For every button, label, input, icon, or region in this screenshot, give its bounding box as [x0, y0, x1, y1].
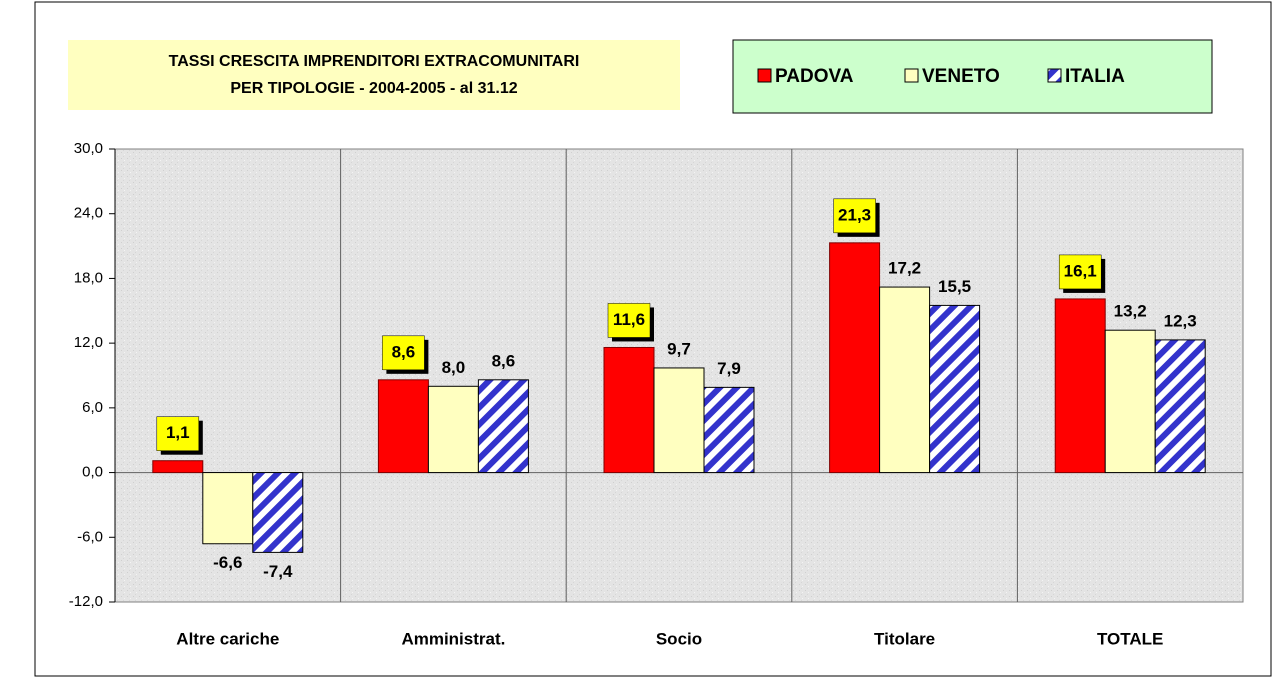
value-label: 7,9	[717, 359, 741, 378]
legend-swatch	[904, 68, 919, 83]
value-label-box	[156, 416, 200, 451]
bar	[879, 286, 931, 474]
x-tick-label: Altre cariche	[176, 629, 279, 648]
legend-box	[732, 39, 1213, 114]
legend-swatch	[757, 68, 772, 83]
bar	[1154, 339, 1206, 474]
bar	[202, 472, 254, 545]
value-label-box	[607, 303, 651, 338]
chart-title: PER TIPOLOGIE - 2004-2005 - al 31.12	[230, 80, 517, 97]
y-tick-label: -12,0	[69, 593, 103, 610]
value-label: 21,3	[838, 205, 871, 224]
value-label-box	[833, 198, 876, 234]
y-tick-label: -6,0	[77, 528, 103, 545]
bar	[477, 379, 529, 474]
value-label: -6,6	[213, 553, 242, 572]
y-tick-label: 24,0	[74, 205, 103, 222]
bar	[929, 304, 981, 474]
legend-label: PADOVA	[775, 66, 854, 87]
x-tick-label: TOTALE	[1097, 629, 1163, 648]
bar	[427, 385, 479, 474]
value-label: 11,6	[613, 310, 645, 329]
bar	[377, 379, 429, 474]
bar	[1054, 298, 1106, 474]
bar	[703, 386, 755, 474]
value-label: 13,2	[1114, 302, 1147, 321]
x-tick-label: Titolare	[874, 629, 935, 648]
value-label: 17,2	[888, 259, 921, 278]
y-tick-label: 6,0	[82, 399, 103, 416]
legend-swatch	[1047, 68, 1062, 83]
value-label: 1,1	[166, 423, 190, 442]
value-label: 8,0	[442, 358, 466, 377]
chart-title: TASSI CRESCITA IMPRENDITORI EXTRACOMUNIT…	[169, 53, 580, 70]
x-tick-label: Amministrat.	[401, 629, 505, 648]
value-label: 9,7	[667, 339, 691, 358]
bar	[152, 460, 204, 474]
bar	[252, 472, 304, 553]
y-tick-label: 18,0	[74, 269, 103, 286]
legend-label: ITALIA	[1065, 66, 1125, 87]
value-label: 8,6	[392, 342, 416, 361]
bar	[603, 346, 655, 474]
value-label-box	[1058, 254, 1102, 290]
y-tick-label: 0,0	[82, 464, 103, 481]
bar	[1104, 329, 1156, 474]
value-label-box	[382, 335, 425, 371]
title-box	[68, 40, 680, 110]
value-label: 16,1	[1064, 261, 1097, 280]
bar	[829, 242, 881, 474]
legend-label: VENETO	[922, 66, 1000, 87]
value-label: -7,4	[263, 562, 293, 581]
bar	[653, 367, 705, 474]
value-label: 8,6	[492, 351, 516, 370]
x-tick-label: Socio	[656, 629, 702, 648]
value-label: 15,5	[938, 277, 971, 296]
y-tick-label: 30,0	[74, 140, 103, 157]
value-label: 12,3	[1164, 311, 1197, 330]
y-tick-label: 12,0	[74, 334, 103, 351]
